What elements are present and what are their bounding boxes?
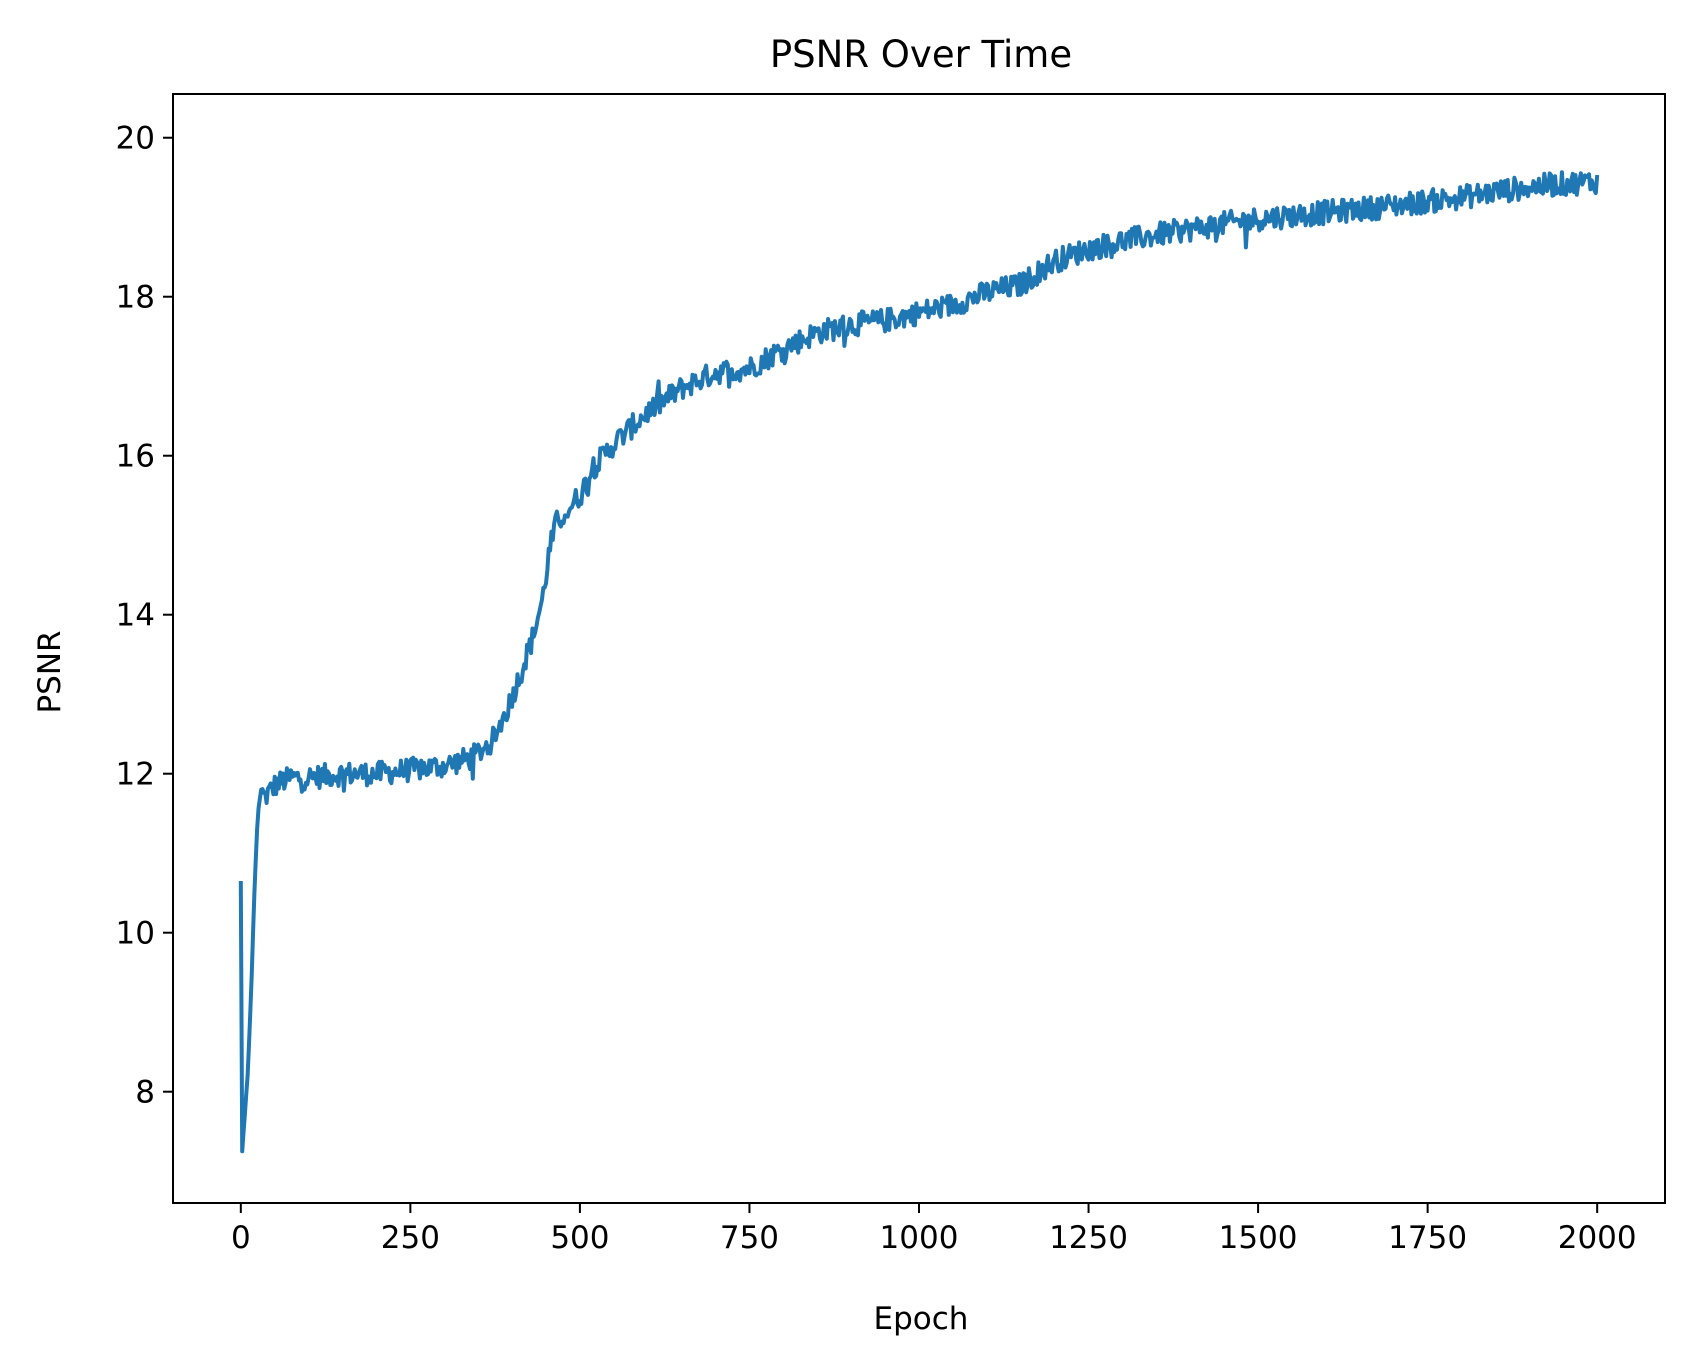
x-tick-label: 1000 [880, 1220, 959, 1256]
y-tick-label: 18 [116, 280, 155, 316]
y-axis: 8 10 12 14 16 18 20 [116, 121, 173, 1111]
x-axis-title: Epoch [874, 1301, 969, 1337]
psnr-series-line [238, 170, 1600, 1154]
y-tick-label: 8 [135, 1075, 155, 1111]
x-tick-label: 1250 [1049, 1220, 1128, 1256]
x-tick-label: 0 [231, 1220, 251, 1256]
y-tick-label: 10 [116, 916, 155, 952]
y-axis-title: PSNR [32, 630, 68, 713]
x-tick-label: 500 [550, 1220, 609, 1256]
x-tick-label: 2000 [1558, 1220, 1637, 1256]
x-tick-label: 750 [720, 1220, 779, 1256]
plot-area-frame [172, 93, 1666, 1204]
x-tick-label: 250 [381, 1220, 440, 1256]
series-group [238, 170, 1600, 1154]
x-axis: 0 250 500 750 1000 1250 1500 1750 2000 [231, 1203, 1637, 1256]
chart-title: PSNR Over Time [770, 33, 1072, 76]
x-tick-label: 1750 [1388, 1220, 1467, 1256]
y-tick-label: 14 [116, 598, 155, 634]
x-tick-label: 1500 [1219, 1220, 1298, 1256]
y-tick-label: 16 [116, 439, 155, 475]
y-tick-label: 12 [116, 757, 155, 793]
y-tick-label: 20 [116, 121, 155, 157]
